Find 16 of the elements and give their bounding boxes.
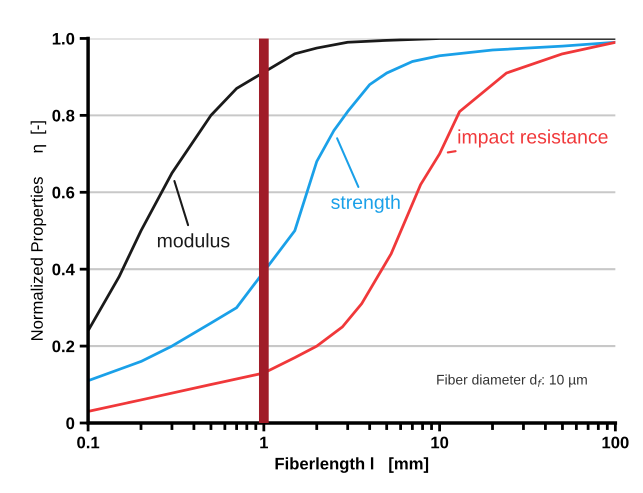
x-axis-title: Fiberlength l [mm] bbox=[276, 457, 428, 473]
series-label: strength bbox=[331, 194, 400, 213]
x-tick-label: 1 bbox=[260, 436, 268, 448]
y-tick-label: 0.8 bbox=[52, 110, 74, 122]
y-tick-label: 1.0 bbox=[52, 32, 74, 45]
y-tick-label: 0.4 bbox=[52, 264, 75, 276]
x-tick-label: 10 bbox=[431, 436, 448, 448]
series-label: modulus bbox=[158, 233, 230, 248]
x-tick-label: 0.1 bbox=[77, 436, 100, 448]
annotation: Fiber diameter d$_{f}$: 10 µm bbox=[437, 374, 587, 388]
y-tick-label: 0.2 bbox=[52, 340, 74, 352]
y-axis-title: Normalized Properties η [-] bbox=[30, 121, 46, 340]
legend-label: impact resistance bbox=[458, 129, 608, 148]
y-tick-label: 0 bbox=[66, 417, 74, 430]
y-tick-label: 0.6 bbox=[52, 186, 74, 198]
x-tick-label: 100 bbox=[602, 436, 629, 448]
